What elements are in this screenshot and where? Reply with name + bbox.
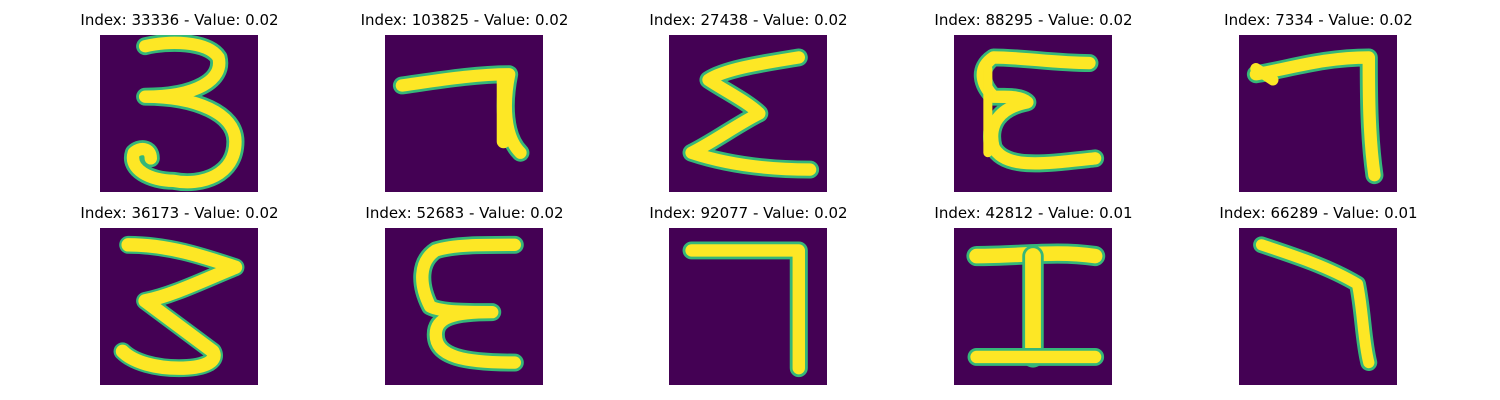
glyph-stroke <box>115 238 243 375</box>
panel-6: Index: 36173 - Value: 0.02 <box>37 193 322 385</box>
handwritten-glyph-image <box>954 228 1112 385</box>
panel-title: Index: 103825 - Value: 0.02 <box>360 11 569 29</box>
handwritten-glyph-image <box>1239 35 1397 192</box>
panel-2: Index: 103825 - Value: 0.02 <box>322 0 607 192</box>
panel-7: Index: 52683 - Value: 0.02 <box>322 193 607 385</box>
panel-title: Index: 42812 - Value: 0.01 <box>934 204 1133 222</box>
panel-title: Index: 88295 - Value: 0.02 <box>934 11 1133 29</box>
handwritten-glyph-image <box>1239 228 1397 385</box>
glyph-stroke <box>685 51 817 176</box>
glyph-stroke <box>1249 51 1381 182</box>
handwritten-glyph-image <box>100 228 258 385</box>
handwritten-glyph-image <box>385 228 543 385</box>
panel-title: Index: 7334 - Value: 0.02 <box>1224 11 1413 29</box>
panel-title: Index: 52683 - Value: 0.02 <box>365 204 564 222</box>
glyph-stroke <box>126 36 242 189</box>
panel-9: Index: 42812 - Value: 0.01 <box>891 193 1176 385</box>
handwritten-glyph-image <box>100 35 258 192</box>
handwritten-glyph-image <box>385 35 543 192</box>
glyph-stroke <box>1250 63 1279 86</box>
panel-8: Index: 92077 - Value: 0.02 <box>606 193 891 385</box>
panel-title: Index: 33336 - Value: 0.02 <box>80 11 279 29</box>
handwritten-glyph-image <box>954 35 1112 192</box>
panel-3: Index: 27438 - Value: 0.02 <box>606 0 891 192</box>
panel-4: Index: 88295 - Value: 0.02 <box>891 0 1176 192</box>
glyph-stroke <box>416 238 521 369</box>
panel-1: Index: 33336 - Value: 0.02 <box>37 0 322 192</box>
panel-title: Index: 66289 - Value: 0.01 <box>1219 204 1418 222</box>
image-background <box>385 35 543 192</box>
glyph-stroke <box>685 244 805 375</box>
panel-5: Index: 7334 - Value: 0.02 <box>1176 0 1461 192</box>
panel-10: Index: 66289 - Value: 0.01 <box>1176 193 1461 385</box>
panel-title: Index: 92077 - Value: 0.02 <box>649 204 848 222</box>
panel-title: Index: 36173 - Value: 0.02 <box>80 204 279 222</box>
panel-title: Index: 27438 - Value: 0.02 <box>649 11 848 29</box>
handwritten-glyph-image <box>669 35 827 192</box>
handwritten-glyph-image <box>669 228 827 385</box>
glyph-stroke <box>1255 239 1375 369</box>
glyph-stroke <box>976 51 1102 170</box>
